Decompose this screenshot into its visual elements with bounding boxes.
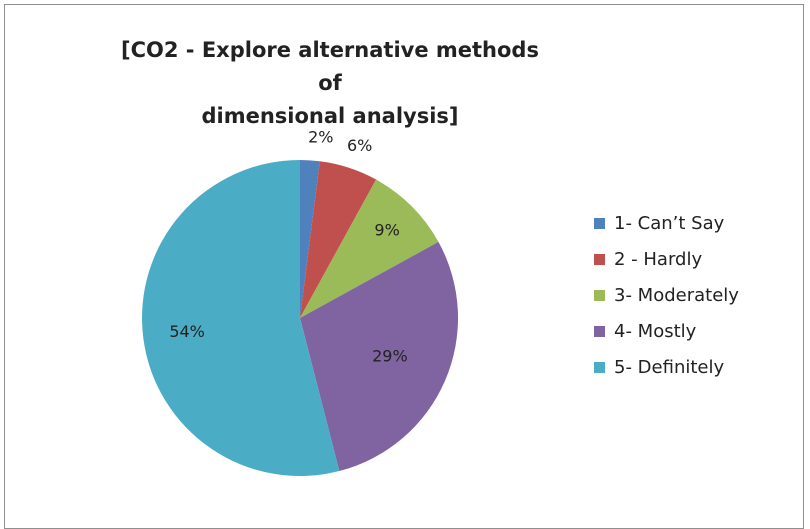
legend-label-mostly: 4- Mostly	[614, 321, 697, 342]
legend-label-definitely: 5- Definitely	[614, 357, 725, 378]
legend-swatch-cant-say	[594, 218, 605, 229]
data-label-definitely: 54%	[169, 322, 205, 341]
data-label-cant-say: 2%	[308, 128, 333, 147]
pie-slice-hardly	[300, 161, 377, 318]
chart-title: [CO2 - Explore alternative methods of di…	[110, 34, 550, 133]
data-label-moderately: 9%	[374, 220, 399, 239]
data-label-hardly: 6%	[347, 136, 372, 155]
chart-title-line-2: dimensional analysis]	[201, 104, 459, 128]
pie-slice-mostly	[300, 241, 459, 472]
legend-swatch-moderately	[594, 290, 605, 301]
legend-label-moderately: 3- Moderately	[614, 285, 739, 306]
legend-swatch-mostly	[594, 326, 605, 337]
chart-title-line-1: [CO2 - Explore alternative methods of	[121, 38, 539, 95]
pie-slice-cant-say	[300, 160, 320, 318]
legend-label-cant-say: 1- Can’t Say	[614, 213, 725, 234]
pie-slice-definitely	[142, 160, 340, 476]
legend-swatch-hardly	[594, 254, 605, 265]
legend-label-hardly: 2 - Hardly	[614, 249, 703, 270]
data-label-mostly: 29%	[372, 346, 408, 365]
legend-swatch-definitely	[594, 362, 605, 373]
pie-slice-moderately	[300, 179, 439, 318]
